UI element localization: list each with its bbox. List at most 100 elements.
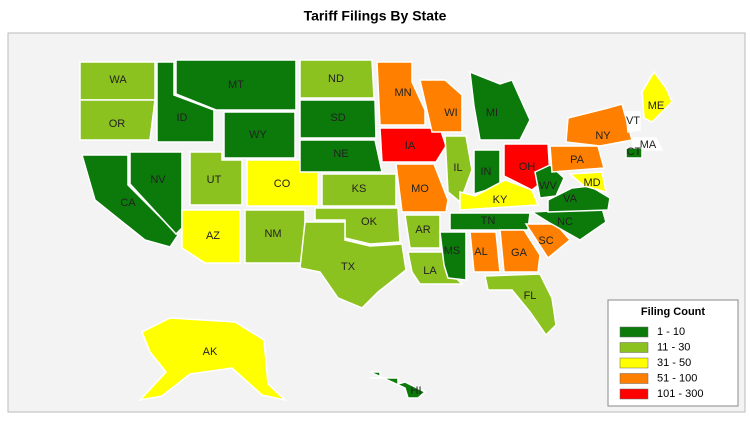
legend-swatch — [619, 388, 649, 400]
legend-box — [607, 299, 739, 407]
state-label: ND — [328, 73, 344, 85]
state-label: KS — [352, 183, 367, 195]
state-label: ID — [177, 112, 188, 124]
state-region — [137, 317, 288, 402]
state-region — [395, 163, 449, 213]
state-label: CO — [274, 178, 291, 190]
state-region — [524, 223, 572, 260]
state-label: AK — [203, 346, 218, 358]
state-label: IL — [453, 162, 462, 174]
state-region — [534, 164, 565, 199]
state-region — [404, 214, 441, 249]
state-region — [631, 137, 664, 151]
state-label: AR — [415, 224, 430, 236]
state-label: PA — [570, 154, 585, 166]
state-region — [129, 151, 183, 236]
state-label: MD — [583, 177, 600, 189]
state-region — [641, 70, 673, 123]
state-label: CA — [120, 197, 136, 209]
state-region — [299, 99, 377, 139]
legend-label: 31 - 50 — [657, 357, 691, 369]
state-label: HI — [411, 385, 422, 397]
state-region — [449, 212, 531, 231]
state-region — [444, 135, 473, 204]
state-label: KY — [493, 194, 508, 206]
state-label: MS — [444, 245, 461, 257]
state-label: WY — [249, 129, 267, 141]
state-label: VT — [626, 115, 640, 127]
state-label: NV — [150, 174, 166, 186]
state-label: MN — [394, 87, 411, 99]
state-label: MO — [411, 183, 429, 195]
state-region — [181, 209, 241, 264]
state-region — [223, 111, 296, 159]
state-region — [439, 231, 467, 281]
state-label: VA — [563, 193, 578, 205]
state-region — [189, 151, 243, 206]
state-label: TX — [341, 261, 356, 273]
state-label: IN — [481, 166, 492, 178]
legend-title: Filing Count — [641, 306, 705, 318]
state-label: IA — [405, 140, 416, 152]
state-region — [469, 231, 501, 273]
state-label: AL — [474, 246, 487, 258]
state-region — [568, 171, 607, 194]
state-region — [625, 147, 643, 159]
title: Tariff Filings By State — [304, 8, 447, 24]
legend-label: 51 - 100 — [657, 372, 697, 384]
state-label: NC — [557, 216, 573, 228]
state-label: OR — [109, 118, 126, 130]
state-label: SC — [538, 235, 553, 247]
legend-label: 11 - 30 — [657, 341, 690, 353]
legend-label: 101 - 300 — [657, 388, 703, 400]
states: WA OR CA NV ID MT WY UT CO AZ NM ND SD NE KS OK TX MN IA MO… — [79, 59, 673, 402]
state-region — [419, 79, 463, 133]
state-label: MI — [486, 107, 498, 119]
state-label: OH — [519, 161, 536, 173]
state-region — [299, 139, 383, 173]
state-region — [299, 221, 407, 309]
state-region — [175, 59, 297, 111]
state-region — [469, 70, 531, 141]
state-label: WV — [539, 180, 557, 192]
legend-swatch — [619, 357, 649, 369]
state-region — [369, 371, 427, 399]
legend-swatch — [619, 373, 649, 384]
state-label: MT — [228, 79, 244, 91]
state-region — [484, 273, 557, 337]
state-label: NE — [333, 148, 348, 160]
state-label: OK — [361, 216, 378, 228]
state-label: ME — [648, 100, 665, 112]
state-region — [549, 145, 605, 173]
state-region — [299, 59, 375, 99]
state-label: CT — [627, 146, 642, 158]
state-label: WI — [444, 107, 457, 119]
state-region — [81, 154, 179, 248]
state-label: MA — [640, 139, 657, 151]
state-label: GA — [511, 247, 528, 259]
state-region — [499, 229, 541, 273]
state-region — [79, 99, 156, 141]
state-label: FL — [524, 290, 537, 302]
state-label: AZ — [206, 230, 220, 242]
legend-swatch — [619, 326, 649, 338]
state-label: NY — [595, 130, 611, 142]
state-label: TN — [481, 215, 496, 227]
legend: 1 - 10 11 - 30 31 - 50 51 - 100 101 - 300 — [619, 326, 703, 400]
legend-swatch — [619, 342, 649, 353]
state-region — [376, 61, 426, 126]
state-label: WA — [109, 74, 127, 86]
state-label: UT — [207, 174, 222, 186]
state-label: NM — [264, 228, 281, 240]
state-label: LA — [423, 265, 437, 277]
state-region — [314, 207, 401, 245]
state-region — [379, 127, 447, 163]
state-region — [459, 179, 540, 211]
state-region — [547, 185, 611, 213]
state-label: SD — [330, 112, 345, 124]
state-region — [625, 111, 641, 133]
legend-label: 1 - 10 — [657, 326, 685, 338]
state-region — [321, 173, 397, 207]
